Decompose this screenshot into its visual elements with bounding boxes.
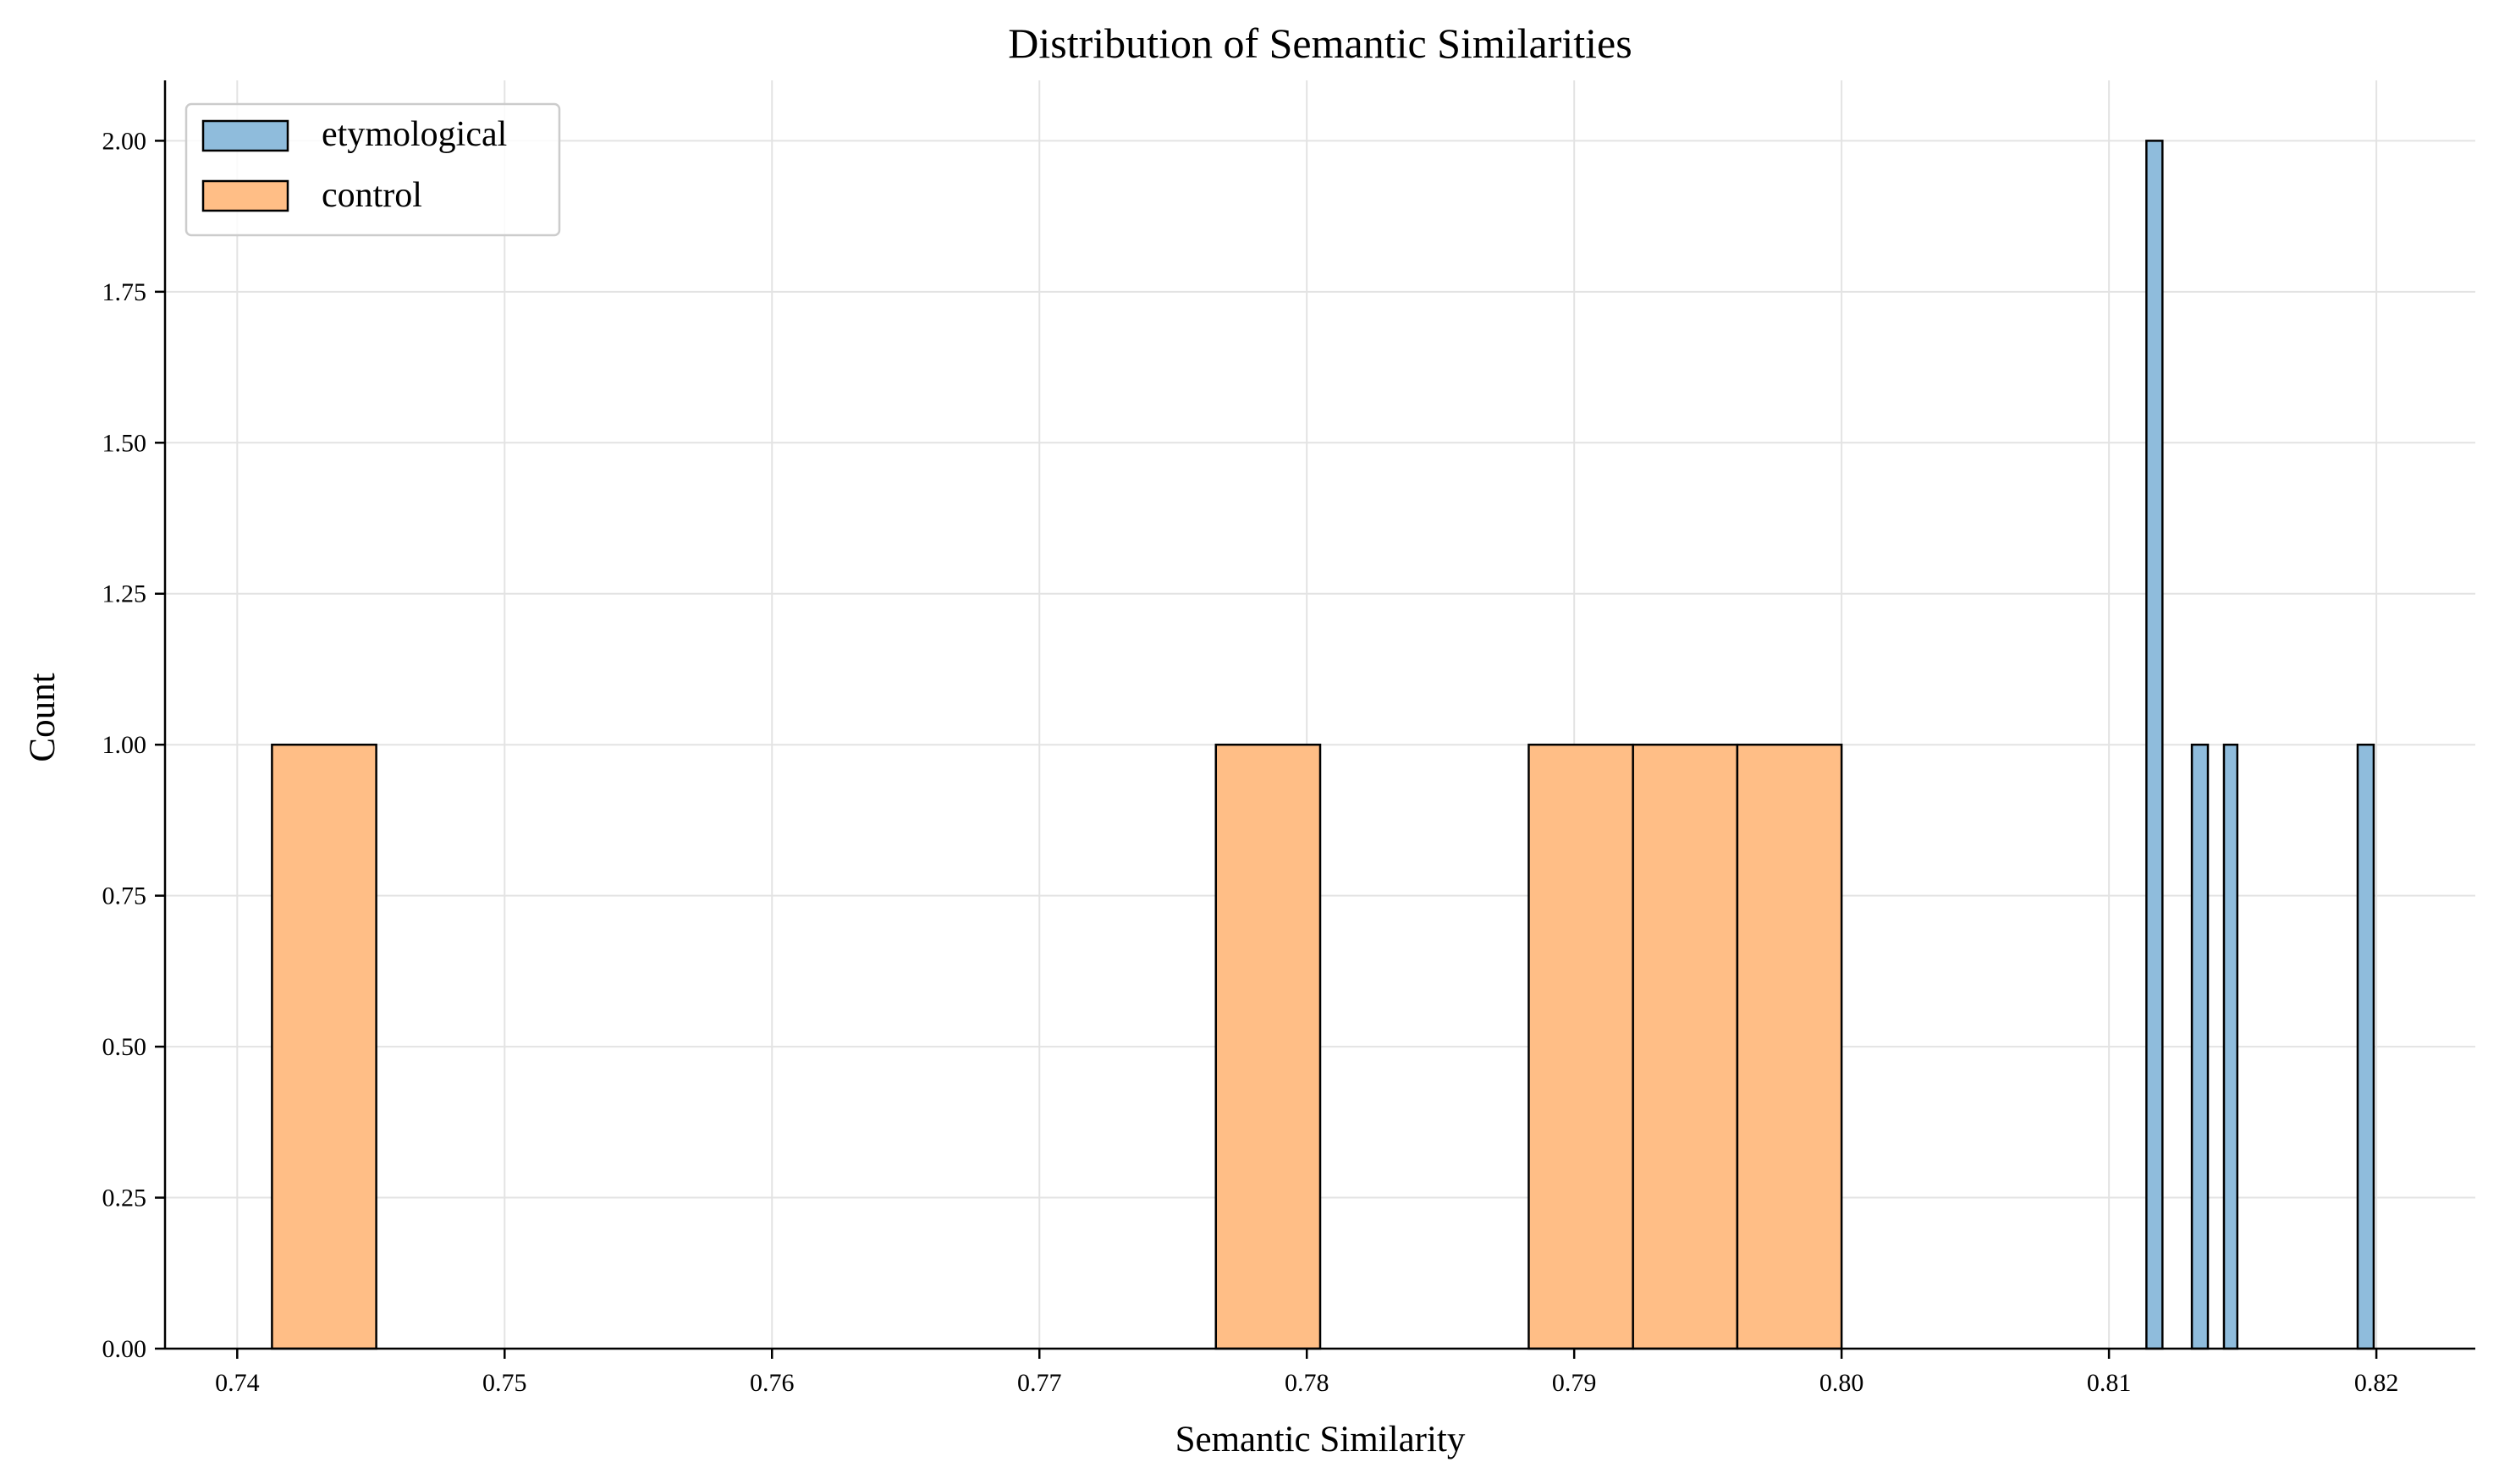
legend-label-etymological: etymological [322,115,507,154]
y-tick-label: 1.25 [102,580,147,608]
y-tick-label: 0.50 [102,1033,147,1061]
y-tick-label: 0.00 [102,1335,147,1363]
x-tick-label: 0.76 [750,1369,795,1397]
y-tick-label: 1.00 [102,731,147,759]
bar-control [1736,743,1843,1350]
bar-control [1632,743,1739,1350]
y-tick-label: 2.00 [102,127,147,155]
y-axis-label: Count [23,673,63,761]
x-tick-label: 0.78 [1285,1369,1329,1397]
histogram-bars [271,140,2375,1350]
x-tick-label: 0.77 [1017,1369,1062,1397]
bar-control [1527,743,1634,1350]
bar-etymological [2222,743,2239,1350]
x-tick-label: 0.82 [2354,1369,2399,1397]
y-tick-label: 0.75 [102,882,147,910]
y-tick-label: 1.75 [102,278,147,306]
x-tick-label: 0.80 [1819,1369,1864,1397]
x-tick-label: 0.75 [482,1369,527,1397]
bar-etymological [2145,140,2164,1350]
x-tick-label: 0.74 [215,1369,260,1397]
chart-title: Distribution of Semantic Similarities [1008,19,1632,67]
bar-control [1214,743,1322,1350]
x-tick-label: 0.79 [1552,1369,1597,1397]
legend-swatch-control [201,179,289,212]
y-tick-label: 0.25 [102,1184,147,1212]
legend-swatch-etymological [201,119,289,152]
x-axis-label: Semantic Similarity [1175,1420,1466,1459]
legend: etymological control [184,102,561,237]
bar-control [271,743,377,1350]
bar-etymological [2356,743,2375,1350]
legend-label-control: control [322,176,422,215]
tick-labels: 0.74 0.75 0.76 0.77 0.78 0.79 0.80 0.81 0.82 0.00… [102,127,2399,1397]
x-tick-label: 0.81 [2087,1369,2132,1397]
y-tick-label: 1.50 [102,429,147,457]
bar-etymological [2190,743,2210,1350]
